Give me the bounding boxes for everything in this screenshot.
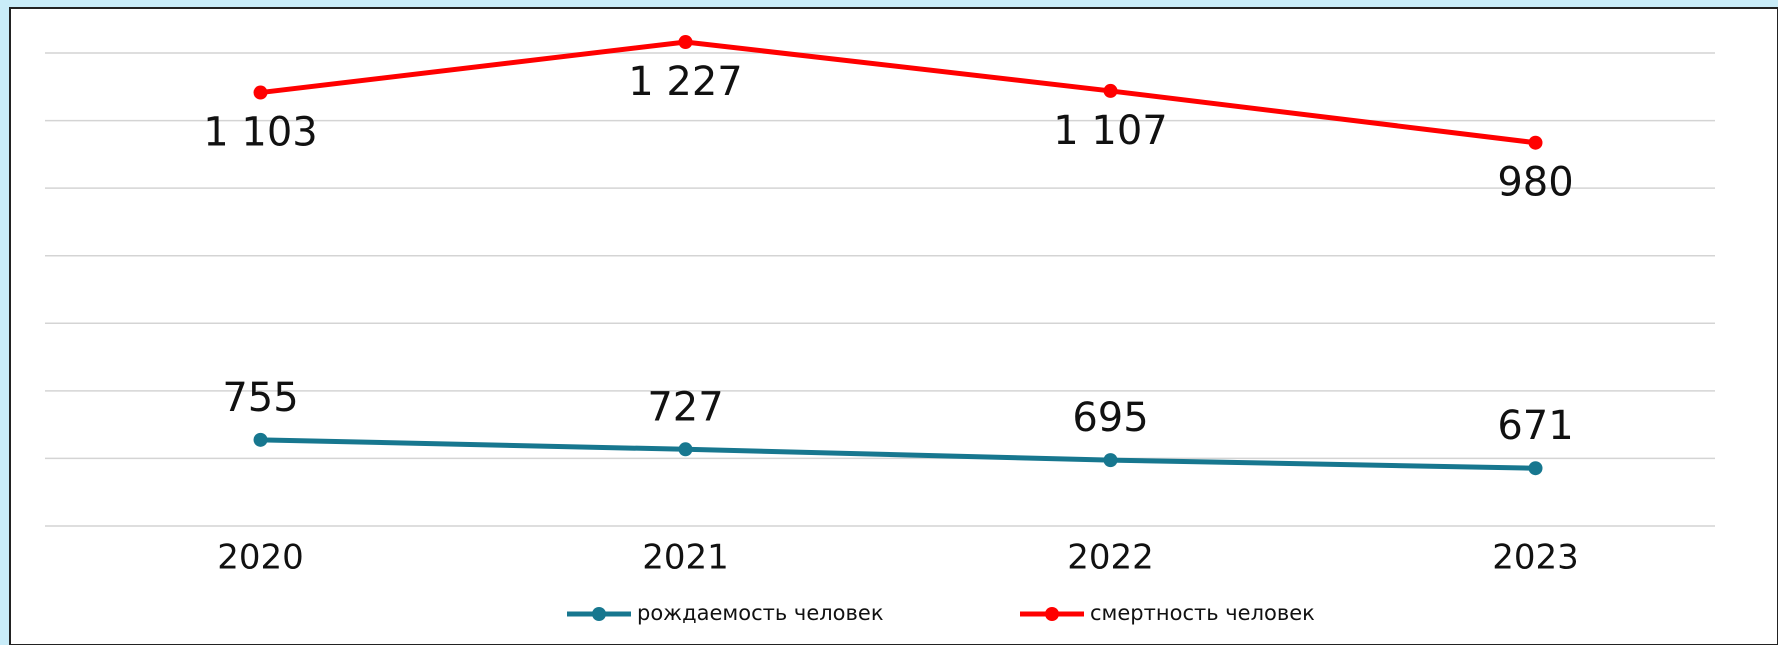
point bbox=[678, 442, 693, 457]
point bbox=[1103, 453, 1118, 468]
legend-label: рождаемость человек bbox=[637, 601, 884, 625]
x-tick-label: 2020 bbox=[217, 538, 304, 578]
data-label: 727 bbox=[647, 384, 723, 430]
point bbox=[1528, 461, 1543, 476]
data-label: 671 bbox=[1497, 403, 1573, 449]
data-label: 755 bbox=[222, 375, 298, 421]
series-line bbox=[260, 437, 1536, 471]
data-label: 695 bbox=[1072, 395, 1148, 441]
point bbox=[1528, 135, 1543, 150]
point bbox=[253, 432, 268, 447]
point bbox=[678, 34, 693, 49]
x-tick-label: 2021 bbox=[642, 538, 729, 578]
legend-marker bbox=[592, 607, 606, 621]
data-label: 1 103 bbox=[203, 110, 318, 156]
data-label: 980 bbox=[1497, 160, 1573, 206]
point bbox=[1103, 83, 1118, 98]
legend-label: смертность человек bbox=[1090, 601, 1315, 625]
series-line bbox=[260, 39, 1536, 146]
chart-panel bbox=[9, 7, 1778, 645]
data-label: 1 107 bbox=[1053, 108, 1168, 154]
x-tick-label: 2022 bbox=[1067, 538, 1154, 578]
data-label: 1 227 bbox=[628, 59, 743, 105]
x-tick-label: 2023 bbox=[1492, 538, 1579, 578]
point bbox=[253, 85, 268, 100]
legend-marker bbox=[1045, 607, 1059, 621]
